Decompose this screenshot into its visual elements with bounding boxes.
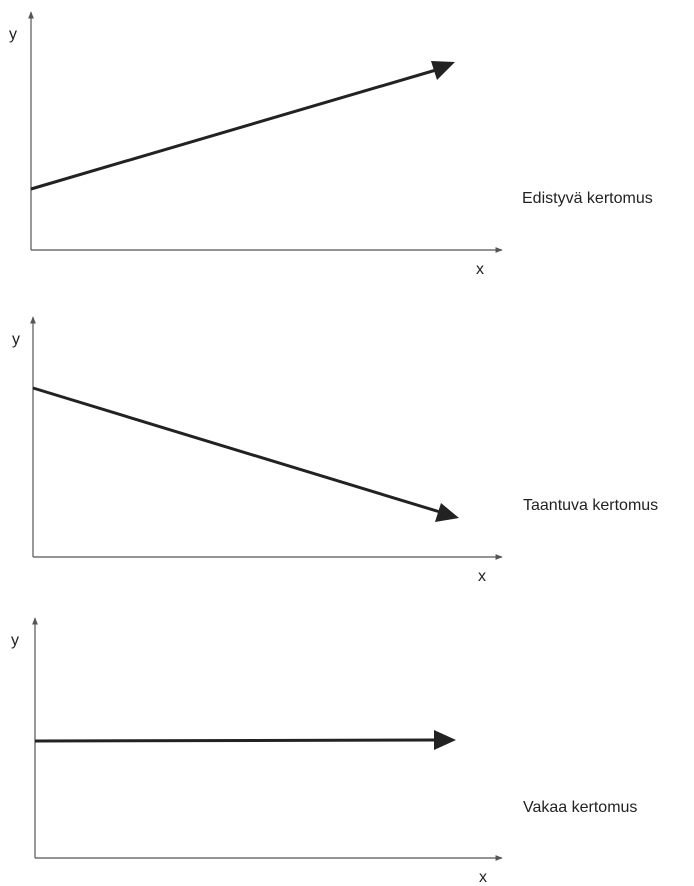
x-axis-label: x <box>479 869 487 886</box>
trend-arrow-line <box>32 386 441 514</box>
caption-steady: Vakaa kertomus <box>523 799 638 816</box>
y-axis-label: y <box>11 632 19 649</box>
graph-falling <box>30 316 503 560</box>
caption-falling: Taantuva kertomus <box>523 497 659 514</box>
trend-arrow-line <box>30 68 437 191</box>
y-axis-label: y <box>12 331 20 348</box>
trend-arrow-line <box>34 738 437 743</box>
trend-arrow-head <box>431 61 455 80</box>
diagram-panel-rising: y x Edistyvä kertomus <box>0 0 694 295</box>
x-axis-label: x <box>478 568 486 585</box>
x-axis-label: x <box>476 261 484 278</box>
diagram-panel-falling: y x Taantuva kertomus <box>0 295 694 590</box>
diagram-panel-steady: y x Vakaa kertomus <box>0 590 694 886</box>
trend-arrow-head <box>435 503 459 522</box>
y-axis-label: y <box>9 26 17 43</box>
caption-rising: Edistyvä kertomus <box>522 190 653 207</box>
trend-arrow-head <box>434 730 456 750</box>
graph-steady <box>32 617 503 861</box>
graph-rising <box>28 11 503 253</box>
